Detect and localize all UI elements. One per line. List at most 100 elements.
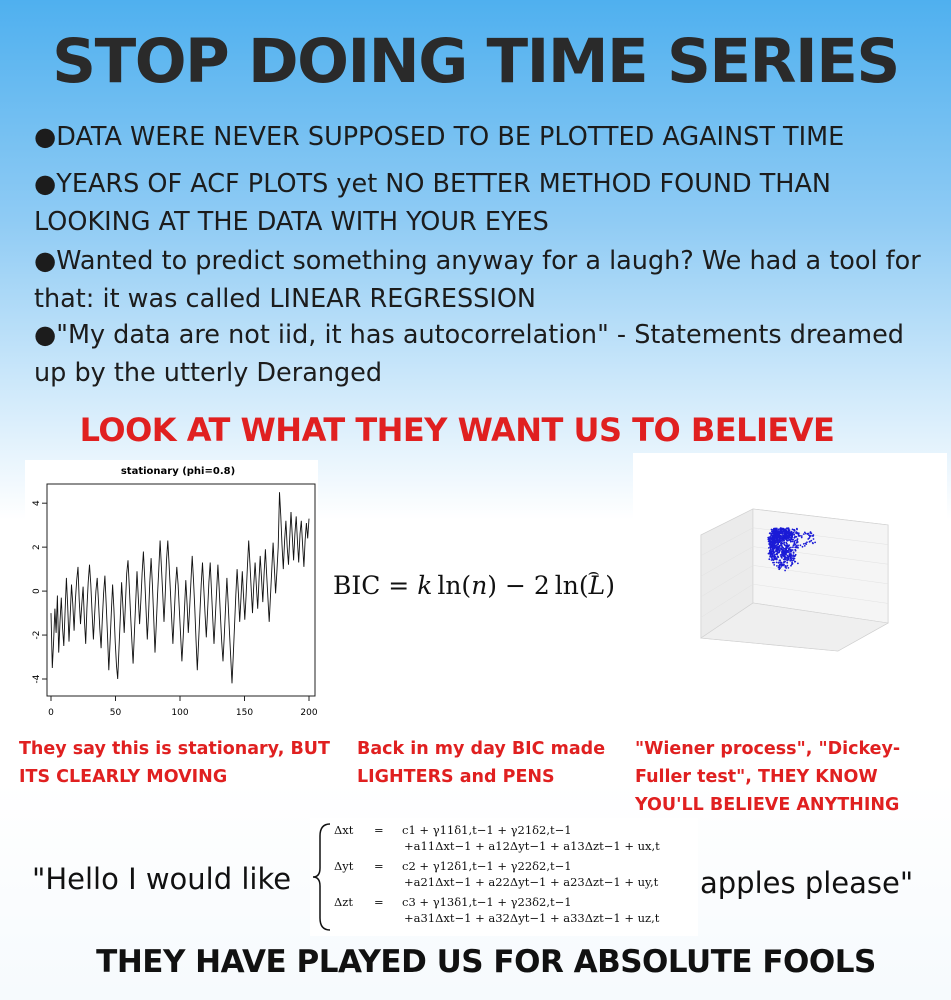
walk-point	[779, 567, 781, 570]
walk-point	[796, 546, 799, 548]
walk-point	[780, 542, 782, 545]
walk-point	[773, 551, 776, 554]
walk-point	[794, 546, 797, 549]
walk-point	[786, 539, 789, 542]
walk-point	[796, 540, 798, 542]
walk-point	[785, 549, 788, 552]
walk-point	[802, 533, 805, 535]
walk-point	[797, 544, 799, 547]
walk-point	[814, 541, 816, 544]
walk-point	[788, 544, 790, 547]
walk-point	[782, 563, 785, 566]
walk-point	[792, 557, 795, 560]
bullet-item: ●DATA WERE NEVER SUPPOSED TO BE PLOTTED …	[34, 122, 845, 152]
walk-point	[777, 542, 780, 544]
walk-point	[810, 532, 813, 535]
walk-point	[800, 536, 803, 539]
walk-point	[786, 554, 789, 557]
walk-point	[793, 533, 795, 536]
walk-point	[777, 543, 780, 546]
walk-point	[785, 534, 787, 537]
walk-point	[785, 545, 787, 547]
walk-point	[792, 546, 794, 549]
walk-point	[783, 541, 785, 544]
walk-point	[807, 532, 810, 535]
walk-point	[783, 543, 786, 546]
walk-point	[774, 555, 777, 558]
walk-point	[778, 545, 781, 548]
walk-point	[787, 529, 790, 532]
walk-point	[779, 532, 782, 534]
walk-point	[778, 539, 781, 542]
grid-line	[700, 565, 754, 598]
walk-point	[768, 537, 770, 540]
walk-point	[785, 537, 788, 540]
walk-point	[791, 535, 793, 538]
walk-point	[790, 550, 793, 552]
walk-point	[771, 546, 773, 549]
walk-point	[789, 549, 791, 552]
walk-point	[785, 567, 788, 569]
walk-point	[793, 555, 796, 558]
walk-point	[797, 562, 799, 565]
walk-point	[804, 542, 807, 545]
walk-point	[776, 540, 778, 543]
walk-point	[795, 544, 798, 547]
walk-point	[777, 528, 780, 531]
plot-floor	[700, 602, 889, 652]
walk-point	[795, 532, 797, 534]
walk-point	[809, 534, 811, 537]
walk-point	[812, 538, 815, 540]
bottom-caption: THEY HAVE PLAYED US FOR ABSOLUTE FOOLS	[96, 944, 876, 980]
walk-point	[799, 544, 802, 547]
walk-point	[786, 546, 788, 549]
walk-point	[793, 560, 796, 563]
caption-bic: Back in my day BIC made LIGHTERS and PEN…	[357, 739, 606, 787]
walk-point	[787, 537, 789, 540]
page-title: STOP DOING TIME SERIES	[52, 26, 900, 97]
walk-point	[792, 554, 795, 556]
walk-point	[783, 553, 785, 555]
walk-point	[792, 552, 795, 554]
walk-point	[802, 543, 805, 545]
x-tick-label: 150	[236, 708, 253, 718]
walk-point	[776, 551, 779, 553]
equals-sign: =	[374, 859, 384, 873]
walk-point	[780, 530, 782, 533]
bic-formula: BIC = k ln(n) − 2 ln(L ⌢)	[325, 558, 623, 612]
walk-point	[770, 541, 772, 543]
walk-point	[784, 530, 787, 533]
walk-point	[780, 555, 783, 558]
y-tick-label: 0	[32, 588, 42, 594]
equation-line: +a11Δxt−1 + a12Δyt−1 + a13Δzt−1 + ux,t	[404, 839, 660, 853]
walk-point	[775, 557, 778, 559]
walk-point	[772, 561, 774, 564]
walk-point	[774, 532, 777, 534]
walk-point	[783, 558, 786, 560]
walk-point	[773, 542, 776, 545]
walk-point	[790, 532, 793, 534]
equation-line: +a31Δxt−1 + a32Δyt−1 + a33Δzt−1 + uz,t	[404, 911, 660, 925]
walk-point	[794, 549, 797, 552]
walk-point	[789, 532, 791, 535]
walk-point	[768, 551, 771, 554]
walk-point	[781, 545, 783, 548]
walk-point	[774, 536, 777, 539]
walk-point	[787, 567, 790, 569]
walk-point	[770, 559, 773, 561]
walk-point	[791, 561, 793, 564]
walk-point	[772, 552, 774, 555]
walk-point	[781, 534, 784, 536]
plot-frame	[46, 483, 316, 697]
left-brace	[312, 823, 331, 931]
walk-point	[796, 527, 798, 530]
walk-point	[791, 528, 794, 531]
var-equation-system: Δxt = c1 + γ11δ1,t−1 + γ21δ2,t−1 +a11Δxt−1 …	[310, 818, 698, 936]
walk-point	[793, 542, 796, 545]
walk-point	[780, 562, 783, 564]
walk-point	[775, 558, 778, 561]
walk-point	[783, 550, 785, 553]
y-tick-label: 4	[32, 500, 42, 506]
walk-point	[769, 554, 772, 557]
walk-point	[787, 556, 790, 559]
